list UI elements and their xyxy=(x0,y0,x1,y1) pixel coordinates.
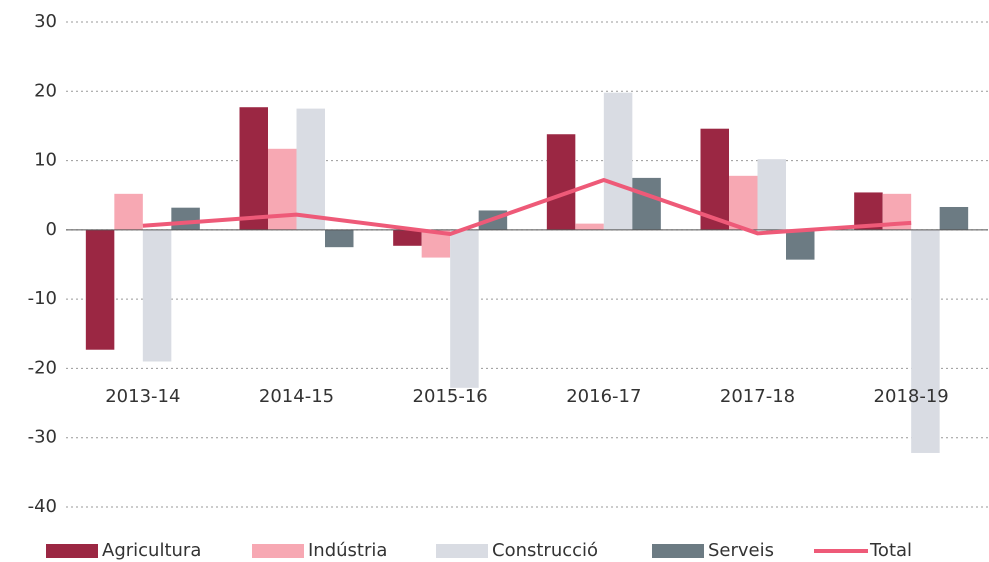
bar xyxy=(786,229,815,260)
y-tick-label: 20 xyxy=(34,80,57,101)
legend-label: Indústria xyxy=(308,540,387,561)
legend-swatch xyxy=(46,544,98,558)
bar xyxy=(296,108,325,230)
bar xyxy=(142,229,172,362)
bar xyxy=(393,229,422,246)
bar xyxy=(757,159,786,230)
bar xyxy=(911,229,940,453)
x-tick-label: 2015-16 xyxy=(413,386,488,407)
bar xyxy=(450,229,479,388)
legend-label: Agricultura xyxy=(102,540,201,561)
y-tick-label: -40 xyxy=(28,496,57,517)
bar xyxy=(632,177,661,230)
bar xyxy=(239,107,268,230)
y-tick-label: 30 xyxy=(34,11,57,32)
bar xyxy=(939,206,969,230)
bar xyxy=(603,92,633,230)
y-tick-label: 10 xyxy=(34,150,57,171)
bar xyxy=(85,229,115,350)
y-tick-label: 0 xyxy=(46,219,57,240)
x-tick-label: 2014-15 xyxy=(259,386,334,407)
bar xyxy=(325,229,354,248)
bar xyxy=(114,193,143,230)
bar xyxy=(546,134,576,230)
legend-label: Construcció xyxy=(492,540,598,561)
x-tick-label: 2017-18 xyxy=(720,386,795,407)
total-line xyxy=(142,177,912,237)
legend-label: Total xyxy=(869,540,912,561)
x-tick-label: 2013-14 xyxy=(105,386,180,407)
y-tick-label: -20 xyxy=(28,357,57,378)
legend-swatch xyxy=(436,544,488,558)
x-tick-label: 2018-19 xyxy=(874,386,949,407)
bar xyxy=(171,207,200,230)
bar xyxy=(575,223,604,230)
bar xyxy=(729,175,758,230)
x-tick-label: 2016-17 xyxy=(566,386,641,407)
y-tick-label: -30 xyxy=(28,427,57,448)
legend-swatch xyxy=(652,544,704,558)
y-tick-label: -10 xyxy=(28,288,57,309)
legend-label: Serveis xyxy=(708,540,774,561)
bar xyxy=(700,128,729,230)
legend-swatch xyxy=(252,544,304,558)
